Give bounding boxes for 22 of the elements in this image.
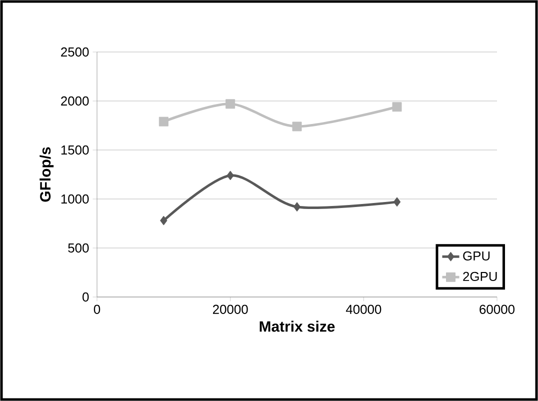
x-tick-label: 60000	[480, 304, 514, 314]
legend-label: GPU	[463, 251, 490, 261]
y-tick-label: 1000	[61, 194, 89, 204]
y-tick-label: 500	[68, 243, 89, 253]
point	[226, 99, 236, 109]
y-axis-title: GFlop/s	[40, 147, 54, 202]
y-tick-label: 2000	[61, 96, 89, 106]
point	[292, 122, 302, 132]
x-tick-label: 40000	[346, 304, 382, 314]
point	[158, 116, 168, 126]
x-axis-title: Matrix size	[260, 320, 335, 332]
point	[226, 170, 234, 180]
point	[160, 216, 168, 226]
y-tick-label: 0	[82, 292, 89, 302]
x-tick-label: 0	[94, 304, 100, 314]
point	[392, 102, 402, 112]
y-tick-label: 1500	[61, 145, 89, 155]
point	[393, 197, 401, 207]
x-tick-label: 20000	[212, 304, 248, 314]
y-tick-label: 2500	[61, 47, 89, 57]
point	[293, 202, 301, 212]
legend-label: 2GPU	[463, 272, 497, 282]
